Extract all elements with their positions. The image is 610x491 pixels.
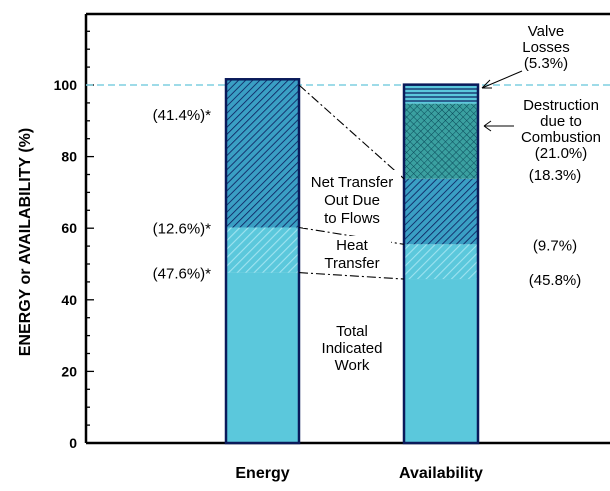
- axes: 0 20 40 60 80 100: [54, 12, 610, 451]
- data-label: (18.3%): [529, 167, 582, 184]
- bar-segment-availability-total-indicated-work: [404, 279, 478, 443]
- data-label: (45.8%): [529, 272, 582, 289]
- arrow-head: [483, 120, 492, 132]
- bar-outline-availability: [402, 83, 480, 445]
- bar-segment-energy-net-transfer-out-due-to-flows: [226, 79, 299, 228]
- annotation-total-work: Indicated: [322, 340, 383, 357]
- annotation-destruction: Destruction: [523, 97, 599, 114]
- annotation-total-work: Total: [336, 323, 368, 340]
- annotation-destruction: (21.0%): [535, 145, 588, 162]
- bar-segment-availability-destruction-due-to-combustion: [404, 103, 478, 179]
- label-bg: [303, 170, 401, 228]
- annotation-total-work: Work: [335, 357, 370, 374]
- annotation-net-transfer: Out Due: [324, 192, 380, 209]
- annotation-valve-losses: Valve: [528, 23, 564, 40]
- bars: Energy Availability: [224, 78, 483, 482]
- y-tick-label: 80: [61, 149, 77, 165]
- y-axis-label: ENERGY or AVAILABILITY (%): [17, 128, 34, 356]
- bar-segment-availability-heat-transfer: [404, 244, 478, 280]
- data-label: (47.6%)*: [153, 266, 212, 283]
- x-tick-label: Energy: [235, 465, 289, 482]
- x-tick-label: Availability: [399, 465, 483, 482]
- y-tick-label: 20: [61, 363, 77, 379]
- connector-line: [298, 84, 405, 180]
- y-tick-label: 0: [69, 435, 77, 451]
- data-label: (9.7%): [533, 237, 577, 254]
- annotation-heat-transfer: Heat: [336, 237, 369, 254]
- y-tick-label: 40: [61, 292, 77, 308]
- y-tick-label: 60: [61, 220, 77, 236]
- y-tick-label: 100: [54, 77, 78, 93]
- annotation-heat-transfer: Transfer: [324, 255, 379, 272]
- annotation-net-transfer: Net Transfer: [311, 174, 394, 191]
- bar-segment-availability-valve-losses: [404, 84, 478, 104]
- annotations: (47.6%)* (12.6%)* (41.4%)* (45.8%) (9.7%) (18…: [153, 23, 601, 374]
- label-bg: [313, 236, 391, 272]
- annotation-valve-losses: Losses: [522, 39, 570, 56]
- arrow-head: [481, 79, 492, 89]
- data-label: (41.4%)*: [153, 107, 212, 124]
- annotation-net-transfer: to Flows: [324, 210, 380, 227]
- bar-segment-energy-total-indicated-work: [226, 272, 299, 443]
- data-label: (12.6%)*: [153, 220, 212, 237]
- connector-line: [298, 272, 405, 280]
- annotation-valve-losses: (5.3%): [524, 55, 568, 72]
- annotation-destruction: Combustion: [521, 129, 601, 146]
- arrow-line: [481, 70, 523, 89]
- bar-segment-availability-net-transfer-out-due-to-flows: [404, 178, 478, 245]
- annotation-destruction: due to: [540, 113, 582, 130]
- bar-segment-energy-heat-transfer: [226, 227, 299, 273]
- bar-outline-energy: [224, 78, 301, 445]
